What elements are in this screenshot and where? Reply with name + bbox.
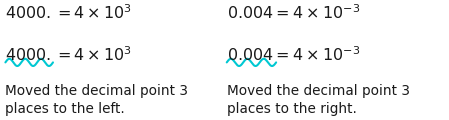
Text: Moved the decimal point 3
places to the right.: Moved the decimal point 3 places to the …	[227, 84, 410, 116]
Text: $4000. = 4 \times 10^3$: $4000. = 4 \times 10^3$	[5, 46, 132, 64]
Text: $0.004 = 4 \times 10^{-3}$: $0.004 = 4 \times 10^{-3}$	[227, 4, 360, 22]
Text: $0.004 = 4 \times 10^{-3}$: $0.004 = 4 \times 10^{-3}$	[227, 46, 360, 64]
Text: Moved the decimal point 3
places to the left.: Moved the decimal point 3 places to the …	[5, 84, 189, 116]
Text: $4000. = 4 \times 10^3$: $4000. = 4 \times 10^3$	[5, 4, 132, 22]
